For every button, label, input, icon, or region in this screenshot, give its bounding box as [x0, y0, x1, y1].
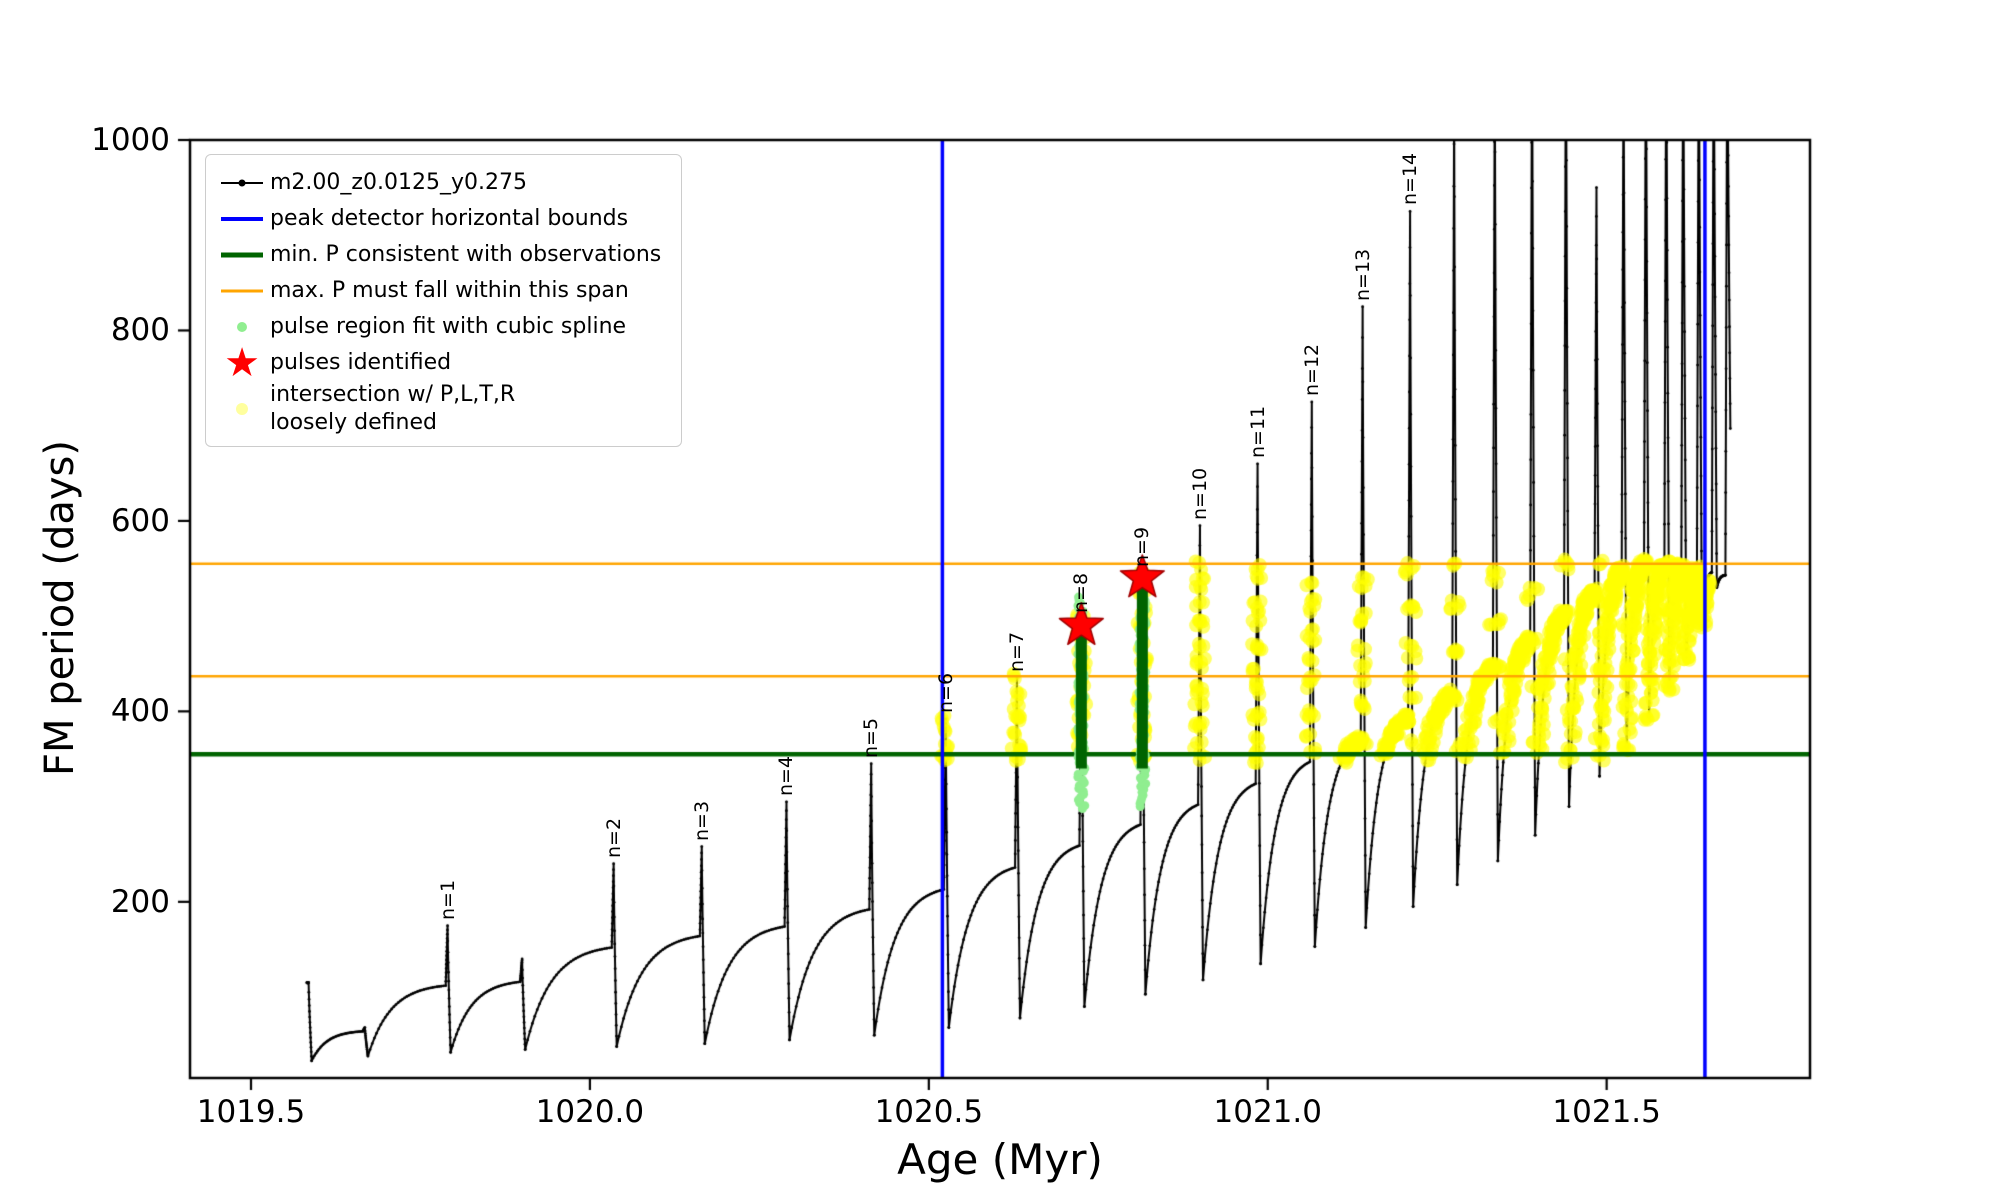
- legend-item-label: pulse region fit with cubic spline: [270, 313, 626, 341]
- legend-item-label: pulses identified: [270, 349, 451, 377]
- legend-item-label: peak detector horizontal bounds: [270, 205, 628, 233]
- legend-item-label: m2.00_z0.0125_y0.275: [270, 169, 527, 197]
- legend-item: peak detector horizontal bounds: [214, 201, 661, 237]
- legend-item: pulse region fit with cubic spline: [214, 309, 661, 345]
- legend-item: max. P must fall within this span: [214, 273, 661, 309]
- y-axis-label: FM period (days): [37, 440, 83, 776]
- legend-item: min. P consistent with observations: [214, 237, 661, 273]
- legend-item-label: intersection w/ P,L,T,R loosely defined: [270, 381, 515, 436]
- legend-item: intersection w/ P,L,T,R loosely defined: [214, 381, 661, 436]
- figure: FM period (days) Age (Myr) 1019.5 1020.0 1…: [0, 0, 2000, 1200]
- legend-item: ★ pulses identified: [214, 345, 661, 381]
- orange-line-icon: [214, 281, 270, 301]
- legend-item: m2.00_z0.0125_y0.275: [214, 165, 661, 201]
- legend: m2.00_z0.0125_y0.275peak detector horizo…: [205, 154, 682, 447]
- green-line-icon: [214, 245, 270, 265]
- lightgreen-dot-icon: [214, 322, 270, 332]
- x-axis-label: Age (Myr): [897, 1135, 1103, 1184]
- legend-item-label: max. P must fall within this span: [270, 277, 629, 305]
- yellow-dot-icon: [214, 403, 270, 415]
- red-star-icon: ★: [214, 352, 270, 374]
- black-line-marker-icon: [214, 173, 270, 193]
- legend-item-label: min. P consistent with observations: [270, 241, 661, 269]
- blue-line-icon: [214, 209, 270, 229]
